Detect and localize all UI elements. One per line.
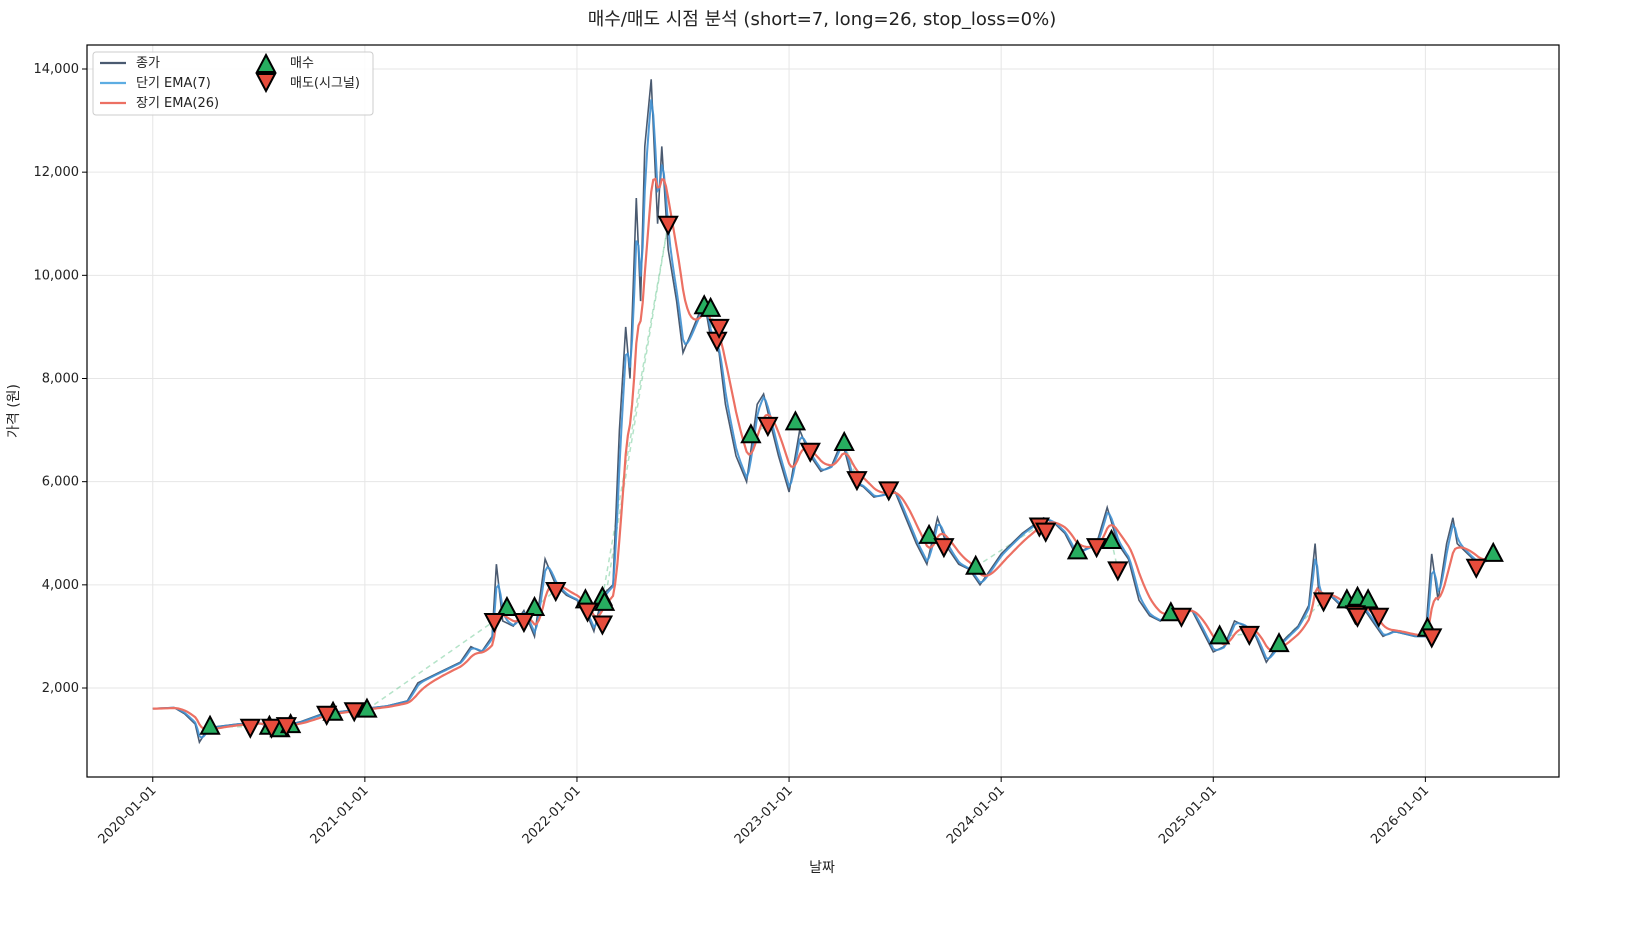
y-tick-label: 2,000	[42, 681, 79, 696]
x-tick-label: 2024-01-01	[944, 783, 1008, 847]
holding-period-line	[975, 524, 1040, 568]
y-tick-label: 12,000	[34, 165, 80, 180]
legend-label-ema-short: 단기 EMA(7)	[136, 76, 211, 91]
sell-marker	[799, 442, 821, 463]
sell-marker	[1312, 592, 1335, 613]
buy-marker	[1357, 588, 1379, 609]
sell-marker	[1465, 558, 1487, 579]
chart-title: 매수/매도 시점 분석 (short=7, long=26, stop_loss…	[588, 9, 1057, 30]
y-axis-label: 가격 (원)	[6, 384, 22, 438]
buy-marker	[199, 714, 221, 735]
sell-marker	[260, 718, 283, 739]
y-axis: 2,000 4,000 6,000 8,000 10,000 12,000 14,000	[34, 62, 87, 696]
sell-marker	[316, 705, 338, 726]
plot-frame	[86, 44, 1560, 778]
legend-box	[92, 51, 374, 116]
legend-sell-marker-icon	[255, 73, 277, 94]
sell-marker	[1107, 561, 1129, 582]
buy-marker	[699, 296, 722, 317]
sell-marker	[343, 702, 365, 723]
grid	[87, 45, 1559, 777]
buy-marker	[356, 697, 378, 718]
legend: 종가 단기 EMA(7) 장기 EMA(26) 매수 매도(시그널)	[92, 51, 374, 116]
sell-marker	[846, 471, 868, 492]
sell-marker	[1346, 607, 1369, 628]
sell-marker	[933, 538, 955, 559]
x-tick-label: 2020-01-01	[96, 783, 160, 847]
sell-marker	[576, 602, 599, 623]
sell-marker	[1368, 607, 1390, 628]
ema-long-line	[152, 177, 1490, 731]
x-tick-label: 2023-01-01	[732, 783, 796, 847]
sell-marker	[239, 718, 261, 739]
sell-marker	[1085, 538, 1108, 559]
x-axis: 2020-01-01 2021-01-01 2022-01-01 2023-01-01…	[96, 777, 1432, 847]
sell-marker	[545, 582, 567, 603]
y-tick-label: 8,000	[42, 372, 79, 387]
legend-buy-marker-icon	[255, 52, 277, 73]
x-tick-label: 2021-01-01	[308, 783, 372, 847]
buy-marker	[740, 423, 762, 444]
sell-marker	[1238, 625, 1260, 646]
y-tick-label: 6,000	[42, 475, 79, 490]
sell-marker	[657, 215, 679, 236]
sell-marker	[513, 612, 535, 634]
x-axis-label: 날짜	[809, 860, 835, 876]
plot-area	[152, 79, 1504, 745]
buy-marker	[1066, 539, 1089, 560]
buy-marker	[965, 554, 987, 575]
holding-period-line	[366, 620, 495, 711]
holding-period-line	[601, 223, 669, 598]
y-tick-label: 10,000	[34, 268, 80, 283]
buy-marker	[784, 410, 807, 431]
sell-marker	[757, 416, 779, 438]
buy-marker	[523, 595, 546, 617]
x-tick-label: 2022-01-01	[520, 783, 584, 847]
sell-marker	[1035, 522, 1057, 543]
sell-marker	[275, 717, 298, 738]
sell-marker	[483, 612, 505, 634]
y-tick-label: 4,000	[42, 578, 79, 593]
buy-marker	[1208, 624, 1231, 645]
sell-marker	[708, 318, 730, 340]
buy-marker	[496, 595, 518, 617]
buy-marker	[833, 430, 855, 451]
sell-marker	[1421, 628, 1443, 649]
legend-label-buy: 매수	[290, 56, 314, 71]
buy-marker	[1482, 541, 1504, 562]
buy-marker	[593, 590, 616, 611]
x-tick-label: 2026-01-01	[1368, 783, 1432, 847]
buy-marker	[1268, 632, 1290, 653]
sell-marker	[1170, 607, 1193, 628]
sell-marker	[878, 481, 900, 502]
x-tick-label: 2025-01-01	[1156, 783, 1220, 847]
buy-marker	[1100, 528, 1123, 549]
y-tick-label: 14,000	[34, 62, 80, 77]
sell-marker	[591, 615, 614, 636]
legend-label-close: 종가	[136, 56, 160, 71]
legend-label-sell: 매도(시그널)	[290, 76, 360, 91]
legend-label-ema-long: 장기 EMA(26)	[136, 96, 219, 111]
